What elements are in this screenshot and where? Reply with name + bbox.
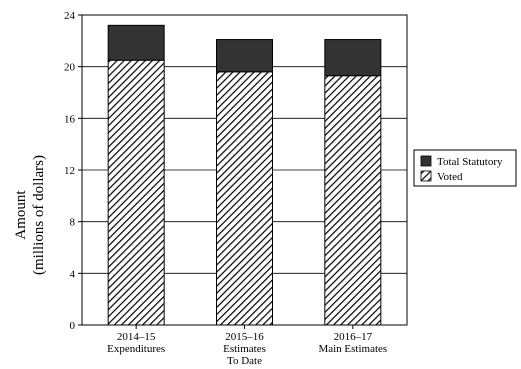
- y-tick-label: 16: [64, 113, 76, 125]
- legend: Total Statutory Voted: [413, 149, 517, 187]
- legend-label-total-statutory: Total Statutory: [437, 156, 503, 168]
- y-axis-ticks: 0 4 8 12 16 20 24: [64, 10, 354, 332]
- y-tick-label: 24: [64, 10, 76, 22]
- y-axis-label-line-1: Amount: [13, 190, 29, 240]
- x-category-label: 2014–15 Expenditures: [107, 331, 165, 355]
- x-category-label: 2016–17 Main Estimates: [318, 331, 387, 355]
- y-axis-label: Amount (millions of dollars): [13, 155, 47, 275]
- y-tick-label: 20: [64, 62, 76, 74]
- x-axis-category-labels: 2014–15 Expenditures 2015–16 Estimates To Da…: [107, 331, 387, 367]
- legend-swatch-total-statutory: [420, 155, 432, 167]
- y-tick-label: 4: [70, 268, 76, 280]
- y-tick-label: 0: [70, 320, 76, 332]
- bar-segment-total-statutory: [216, 39, 273, 73]
- bars: [107, 24, 382, 326]
- plot-area-frame: [81, 14, 408, 326]
- y-tick-label: 8: [70, 217, 76, 229]
- bar-segment-voted: [216, 71, 273, 326]
- legend-label-voted: Voted: [437, 171, 463, 183]
- x-category-label: 2015–16 Estimates To Date: [223, 331, 266, 367]
- bar-segment-voted: [107, 59, 165, 326]
- y-tick-label: 12: [64, 165, 75, 177]
- bar-segment-total-statutory: [324, 39, 382, 77]
- bar-segment-voted: [324, 75, 382, 326]
- y-axis-label-line-2: (millions of dollars): [31, 155, 47, 275]
- legend-swatch-voted: [420, 170, 432, 182]
- bar-segment-total-statutory: [107, 24, 165, 61]
